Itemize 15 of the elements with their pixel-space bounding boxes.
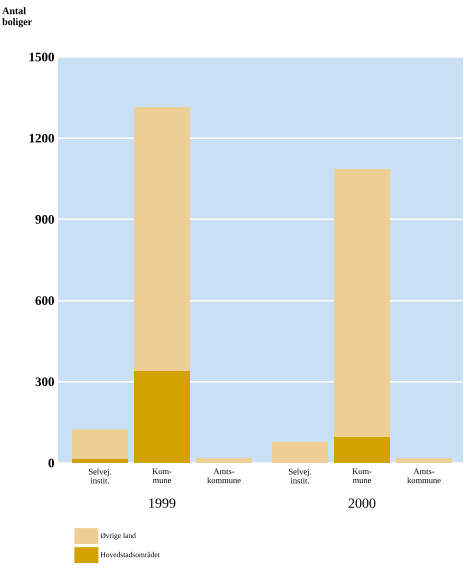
x-tick-label: Amts-kommune [407, 468, 441, 484]
x-tick-label: Amts-kommune [207, 468, 241, 484]
y-tick-label: 600 [36, 296, 54, 305]
y-tick-label: 1500 [30, 52, 54, 62]
y-tick-label: 300 [36, 377, 54, 386]
x-tick-label: Kom-mune [152, 468, 172, 484]
x-tick-label: Selvej. instit. [289, 468, 312, 484]
x-tick-label: Selvej. instit. [89, 468, 112, 484]
text: 2000 [348, 498, 376, 508]
y-tick-label: 0 [48, 458, 54, 468]
y-tick-label: 1200 [30, 134, 54, 143]
text: 1999 [149, 498, 176, 508]
y-tick-label: 900 [36, 215, 54, 224]
y-axis-title: Antal boliger [2, 7, 32, 28]
x-tick-label: Kom-mune [352, 468, 372, 484]
